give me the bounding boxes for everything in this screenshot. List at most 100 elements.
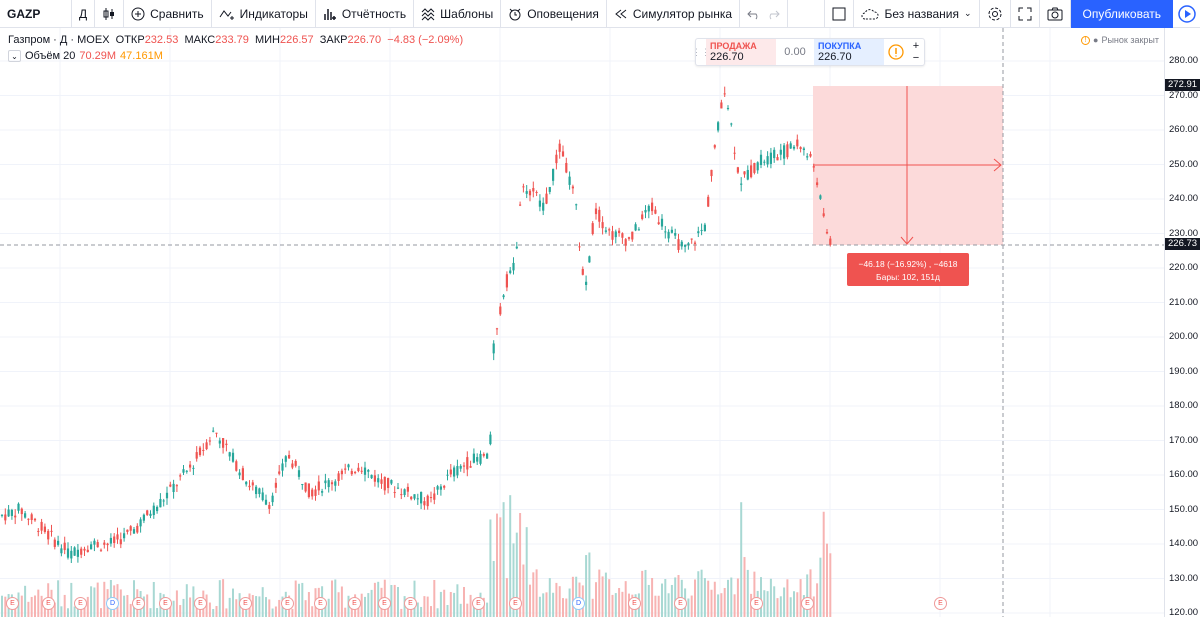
candle-body (0, 514, 4, 516)
candle-body (222, 438, 225, 448)
volume-bar (515, 532, 518, 617)
volume-bar (723, 587, 726, 617)
earnings-badge[interactable]: E (132, 597, 145, 610)
interval-button[interactable]: Д (72, 0, 96, 28)
alerts-button[interactable]: Оповещения (501, 0, 607, 28)
earnings-badge[interactable]: E (750, 597, 763, 610)
financials-button[interactable]: Отчётность (316, 0, 415, 28)
candle-body (796, 139, 799, 147)
earnings-badge[interactable]: E (6, 597, 19, 610)
candle-body (264, 499, 268, 505)
candle-body (390, 480, 393, 484)
volume-bar (119, 589, 122, 617)
volume-bar (278, 599, 281, 617)
volume-bar (228, 597, 231, 617)
candle-body (674, 233, 677, 236)
templates-button[interactable]: Шаблоны (414, 0, 502, 28)
candle-body (301, 484, 304, 486)
volume-bar (311, 606, 314, 617)
snapshot-button[interactable] (1040, 0, 1071, 28)
earnings-badge[interactable]: E (348, 597, 361, 610)
candle-body (238, 472, 241, 476)
earnings-badge[interactable]: E (472, 597, 485, 610)
candle-body (80, 548, 83, 555)
volume-bar (222, 579, 225, 617)
candle-body (621, 233, 624, 238)
volume-bar (367, 593, 370, 617)
symbol-search-button[interactable]: GAZP (0, 0, 72, 28)
candle-body (403, 489, 406, 496)
redo-icon[interactable] (766, 8, 780, 20)
volume-bar (146, 594, 149, 617)
indicators-label: Индикаторы (239, 6, 308, 21)
indicators-button[interactable]: Индикаторы (212, 0, 316, 28)
dividend-badge[interactable]: D (106, 597, 119, 610)
sell-button[interactable]: ПРОДАЖА 226.70 (706, 39, 776, 65)
volume-bar (73, 606, 76, 617)
settings-button[interactable] (980, 0, 1011, 28)
earnings-badge[interactable]: E (239, 597, 252, 610)
layout-name-button[interactable]: Без названия ⌄ (854, 0, 980, 28)
volume-bar (641, 570, 644, 617)
earnings-badge[interactable]: E (42, 597, 55, 610)
compare-button[interactable]: Сравнить (124, 0, 212, 28)
volume-bar (816, 583, 819, 617)
replay-button[interactable]: Симулятор рынка (607, 0, 741, 28)
candle-body (420, 491, 423, 504)
candle-body (354, 472, 357, 474)
candle-body (255, 486, 258, 495)
earnings-badge[interactable]: E (801, 597, 814, 610)
candle-body (416, 498, 419, 500)
volume-bar (337, 592, 340, 617)
volume-bar (796, 592, 799, 617)
earnings-badge[interactable]: E (194, 597, 207, 610)
candle-body (578, 246, 581, 248)
play-button[interactable] (1173, 0, 1200, 28)
drag-handle-icon[interactable]: ⋮⋮ (692, 46, 710, 57)
price-axis[interactable]: 280.00 270.00 260.00 250.00 240.00 230.00 220.… (1164, 28, 1200, 618)
fullscreen-select-button[interactable] (824, 0, 855, 28)
earnings-badge[interactable]: E (378, 597, 391, 610)
price-tick-label: 130.00 (1169, 572, 1199, 584)
dividend-badge[interactable]: D (572, 597, 585, 610)
earnings-badge[interactable]: E (404, 597, 417, 610)
price-chart[interactable] (0, 28, 1164, 617)
collapse-chevron-icon[interactable]: ⌄ (8, 50, 21, 62)
candle-body (7, 509, 10, 517)
legend-title: Газпром · Д · MOEX (8, 34, 110, 46)
fullscreen-button[interactable] (1011, 0, 1040, 28)
earnings-badge[interactable]: E (159, 597, 172, 610)
candle-body (522, 186, 525, 188)
templates-icon (421, 7, 435, 21)
undo-icon[interactable] (747, 8, 761, 20)
rewind-icon (615, 9, 627, 18)
earnings-badge[interactable]: E (509, 597, 522, 610)
candlestick-series (0, 86, 832, 564)
buy-price: 226.70 (818, 51, 852, 63)
earnings-badge[interactable]: E (628, 597, 641, 610)
candle-body (726, 107, 730, 109)
volume-bar (538, 596, 541, 617)
chart-type-button[interactable] (95, 0, 125, 28)
info-button[interactable] (884, 39, 908, 65)
decrease-button[interactable]: − (912, 52, 920, 64)
candle-body (367, 469, 370, 472)
candle-body (393, 492, 396, 494)
candle-body (142, 514, 145, 521)
increase-button[interactable]: + (912, 40, 920, 52)
candle-body (700, 229, 703, 231)
earnings-badge[interactable]: E (934, 597, 947, 610)
earnings-badge[interactable]: E (281, 597, 294, 610)
volume-bar (307, 592, 310, 617)
earnings-badge[interactable]: E (674, 597, 687, 610)
earnings-badge[interactable]: E (314, 597, 327, 610)
candle-body (182, 469, 185, 473)
volume-bar (76, 604, 79, 617)
candle-body (792, 146, 796, 149)
change-value: −4.83 (−2.09%) (387, 34, 464, 46)
buy-button[interactable]: ПОКУПКА 226.70 (814, 39, 884, 65)
volume-bar (512, 543, 515, 617)
volume-bar (298, 583, 300, 617)
publish-button[interactable]: Опубликовать (1070, 0, 1173, 28)
earnings-badge[interactable]: E (74, 597, 87, 610)
